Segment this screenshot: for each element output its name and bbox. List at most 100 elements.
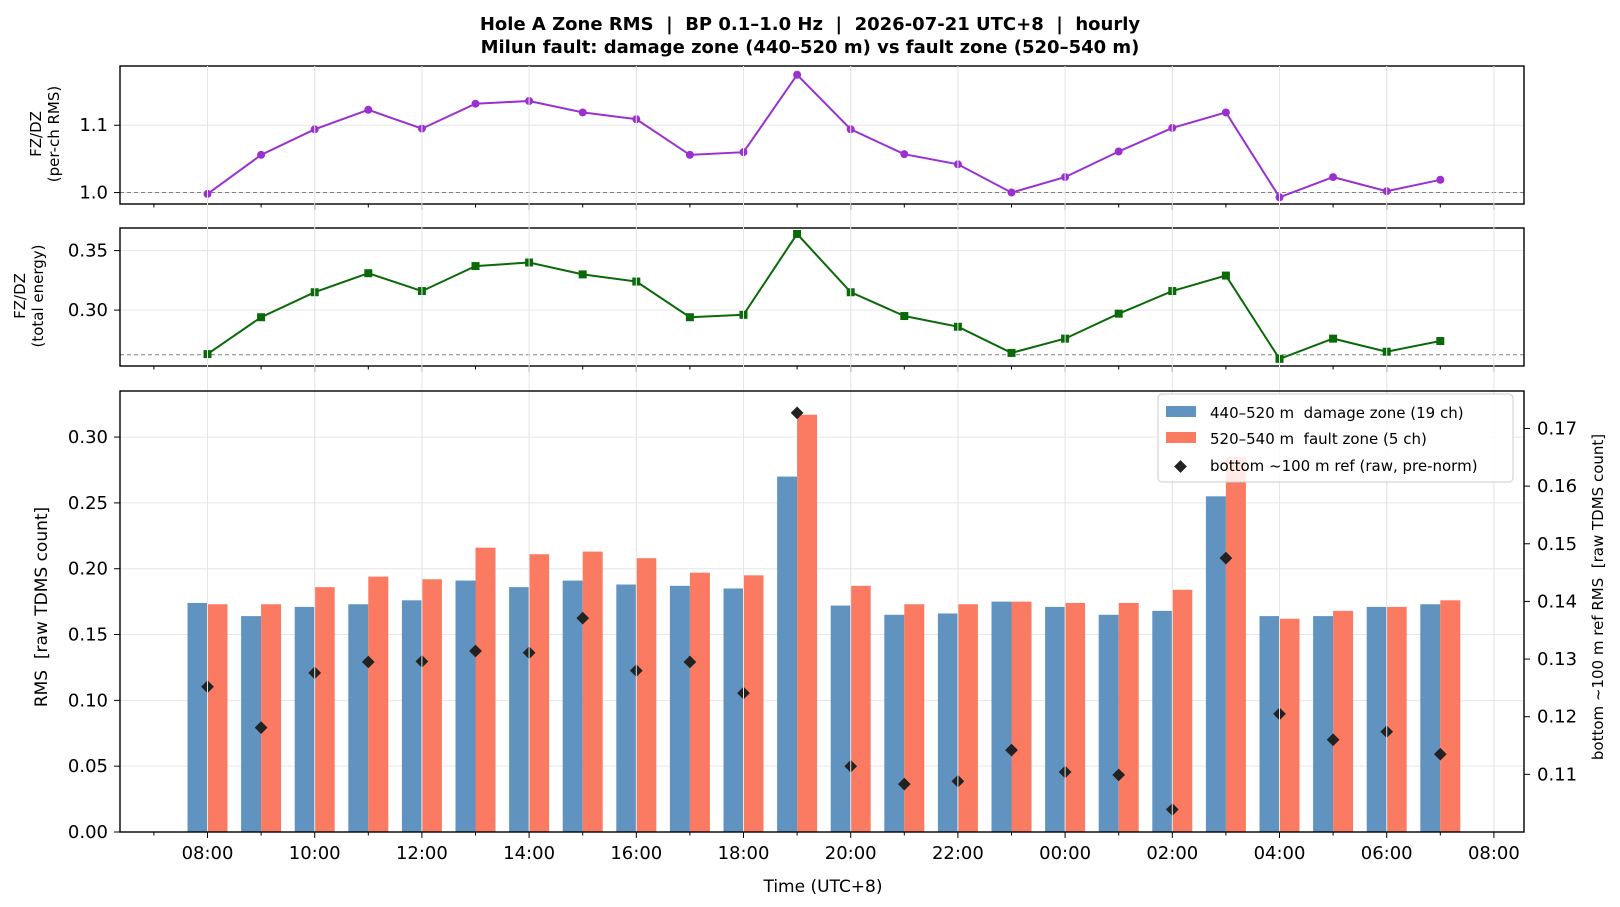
ratio-point xyxy=(685,313,694,322)
fault-zone-bar xyxy=(1225,456,1246,832)
x-tick-label: 18:00 xyxy=(718,843,770,864)
damage-zone-bar xyxy=(1205,496,1226,832)
axes-frame xyxy=(119,227,1525,367)
fault-zone-bar xyxy=(529,554,550,832)
damage-zone-bar xyxy=(723,588,744,832)
x-tick-label: 22:00 xyxy=(932,843,984,864)
damage-zone-bar xyxy=(1420,604,1441,832)
damage-zone-bar xyxy=(1366,606,1387,832)
fault-zone-bar xyxy=(207,604,228,832)
y-tick-label: 0.35 xyxy=(68,241,108,262)
ratio-point xyxy=(1329,173,1338,182)
damage-zone-bar xyxy=(616,584,637,832)
ratio-point xyxy=(471,262,480,271)
damage-zone-bar xyxy=(669,585,690,832)
ratio-point xyxy=(1007,188,1016,197)
ratio-point xyxy=(793,70,802,79)
ratio-point xyxy=(1114,309,1123,318)
damage-zone-bar xyxy=(884,614,905,832)
legend-frame xyxy=(1157,393,1514,483)
legend-swatch-damage-zone xyxy=(1166,406,1196,417)
damage-zone-bar xyxy=(562,580,583,832)
y-tick-label: 0.10 xyxy=(68,690,108,711)
x-tick-label: 14:00 xyxy=(503,843,555,864)
y-tick-label: 0.00 xyxy=(68,822,108,843)
damage-zone-bar xyxy=(401,600,422,832)
x-tick-label: 08:00 xyxy=(182,843,234,864)
y-tick-label: 0.30 xyxy=(68,300,108,321)
ratio-point xyxy=(1221,108,1230,117)
bar-ylabel-right: bottom ~100 m ref RMS [raw TDMS count] xyxy=(1589,434,1607,760)
x-tick-label: 12:00 xyxy=(396,843,448,864)
ratio-point xyxy=(900,150,909,159)
ratio-energy-panel: 0.30 0.35 xyxy=(68,227,1525,372)
damage-zone-bar xyxy=(241,616,262,832)
x-tick-label: 16:00 xyxy=(610,843,662,864)
y-tick-label: 0.20 xyxy=(68,559,108,580)
fault-zone-bar xyxy=(421,579,442,832)
fault-zone-bar xyxy=(261,604,282,832)
damage-zone-bar xyxy=(187,602,208,832)
legend: 440–520 m damage zone (19 ch) 520–540 m … xyxy=(1157,393,1514,483)
x-tick-label: 20:00 xyxy=(825,843,877,864)
fault-zone-bar xyxy=(1333,610,1354,832)
fault-zone-bar xyxy=(475,547,496,832)
ratio-point xyxy=(257,150,266,159)
x-tick-label: 10:00 xyxy=(289,843,341,864)
fault-zone-bar xyxy=(850,585,871,832)
y-tick-label: 1.1 xyxy=(79,115,108,136)
y-right-tick-label: 0.11 xyxy=(1537,764,1577,785)
fault-zone-bar xyxy=(1386,606,1407,832)
y-right-tick-label: 0.16 xyxy=(1537,476,1577,497)
y-right-tick-label: 0.17 xyxy=(1537,418,1577,439)
fault-zone-bar xyxy=(1172,589,1193,832)
y-right-tick-label: 0.14 xyxy=(1537,591,1577,612)
damage-zone-bar xyxy=(509,587,530,832)
x-tick-label: 02:00 xyxy=(1146,843,1198,864)
ratio-line xyxy=(206,232,1441,361)
bar-ylabel: RMS [raw TDMS count] xyxy=(32,507,52,707)
ratio-point xyxy=(1436,175,1445,184)
ratio-point xyxy=(578,270,587,279)
ratio-point xyxy=(793,229,802,238)
ratio-rms-ylabel-line1: FZ/DZ xyxy=(27,111,45,157)
ratio-point xyxy=(578,108,587,117)
axes-frame xyxy=(119,65,1525,205)
figure-title-line2: Milun fault: damage zone (440–520 m) vs … xyxy=(481,37,1140,58)
y-tick-label: 0.15 xyxy=(68,625,108,646)
fault-zone-bar xyxy=(1118,602,1139,832)
ratio-point xyxy=(364,105,373,114)
ratio-point xyxy=(364,269,373,278)
damage-zone-bar xyxy=(455,580,476,832)
damage-zone-bar xyxy=(991,601,1012,832)
x-tick-label: 08:00 xyxy=(1468,843,1520,864)
damage-zone-bar xyxy=(937,613,958,832)
ratio-point xyxy=(1007,348,1016,357)
ratio-point xyxy=(1329,334,1338,343)
damage-zone-bar xyxy=(294,606,315,832)
ratio-point xyxy=(1221,271,1230,280)
ratio-energy-ylabel-line2: (total energy) xyxy=(29,244,47,347)
fault-zone-bar xyxy=(797,414,818,832)
damage-zone-bar xyxy=(1045,606,1066,832)
figure-title-line1: Hole A Zone RMS | BP 0.1–1.0 Hz | 2026-0… xyxy=(480,14,1141,35)
fault-zone-bar xyxy=(743,575,764,832)
ratio-point xyxy=(685,150,694,159)
fault-zone-bar xyxy=(636,558,657,832)
x-tick-label: 04:00 xyxy=(1254,843,1306,864)
fault-zone-bar xyxy=(1279,618,1300,832)
x-tick-label: 06:00 xyxy=(1361,843,1413,864)
y-tick-label: 0.25 xyxy=(68,493,108,514)
ratio-line xyxy=(206,73,1441,199)
fault-zone-bar xyxy=(368,576,389,832)
x-tick-label: 00:00 xyxy=(1039,843,1091,864)
damage-zone-bar xyxy=(830,605,851,832)
damage-zone-bar xyxy=(777,476,798,832)
fault-zone-bar xyxy=(582,551,603,832)
legend-swatch-fault-zone xyxy=(1166,432,1196,443)
y-tick-label: 0.05 xyxy=(68,756,108,777)
zone-rms-bar-panel: 0.00 0.05 0.10 0.15 0.20 0.25 0.30 0.11 0.12 0.13… xyxy=(68,66,1577,864)
damage-zone-bar xyxy=(1313,616,1334,832)
legend-label-fault-zone: 520–540 m fault zone (5 ch) xyxy=(1210,430,1427,448)
fault-zone-bar xyxy=(1440,600,1461,832)
